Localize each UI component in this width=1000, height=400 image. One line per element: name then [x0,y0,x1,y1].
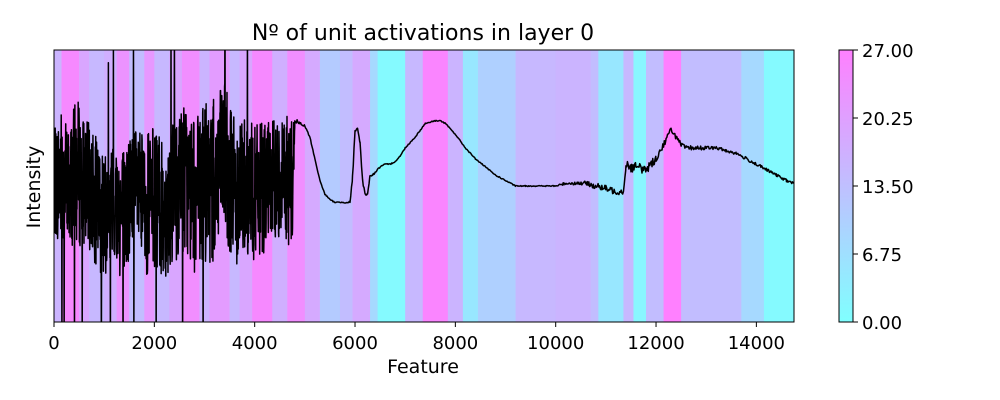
x-tick-label: 2000 [131,333,177,354]
colorbar-tick-label: 27.00 [862,41,914,62]
background-band-36 [663,50,682,322]
x-tick-label: 4000 [232,333,278,354]
x-tick-label: 0 [48,333,59,354]
series-group [54,50,794,322]
x-tick-label: 6000 [332,333,378,354]
x-tick-label: 14000 [728,333,785,354]
colorbar-tick-label: 0.00 [862,313,902,334]
x-tick-label: 8000 [432,333,478,354]
background-band-18 [304,50,321,322]
background-band-19 [319,50,341,322]
colorbar [838,49,854,323]
background-band-37 [681,50,742,322]
background-band-23 [377,50,406,322]
background-band-26 [447,50,464,322]
background-band-28 [477,50,517,322]
plot-frame [53,49,795,323]
colorbar-tick-label: 6.75 [862,245,902,266]
background-band-17 [287,50,306,322]
colorbar-ticks: 0.00 6.75 13.50 20.25 27.00 [853,41,914,334]
background-band-38 [741,50,765,322]
background-band-21 [352,50,371,322]
background-band-24 [405,50,424,322]
background-band-27 [462,50,479,322]
background-band-34 [633,50,647,322]
chart-title: Nº of unit activations in layer 0 [252,21,594,46]
background-band-35 [646,50,665,322]
background-band-25 [422,50,449,322]
y-axis-label: Intensity [23,146,45,229]
x-axis-ticks: 0 2000 4000 6000 8000 10000 12000 14000 [48,322,785,354]
background-band-30 [555,50,592,322]
background-band-33 [623,50,635,322]
x-tick-label: 10000 [527,333,584,354]
background-band-22 [370,50,379,322]
background-band-20 [339,50,354,322]
x-axis-label: Feature [387,356,459,378]
series-line-0 [54,50,794,322]
background-band-39 [763,50,794,322]
colorbar-tick-label: 20.25 [862,109,914,130]
x-tick-label: 12000 [627,333,684,354]
colorbar-tick-label: 13.50 [862,177,914,198]
